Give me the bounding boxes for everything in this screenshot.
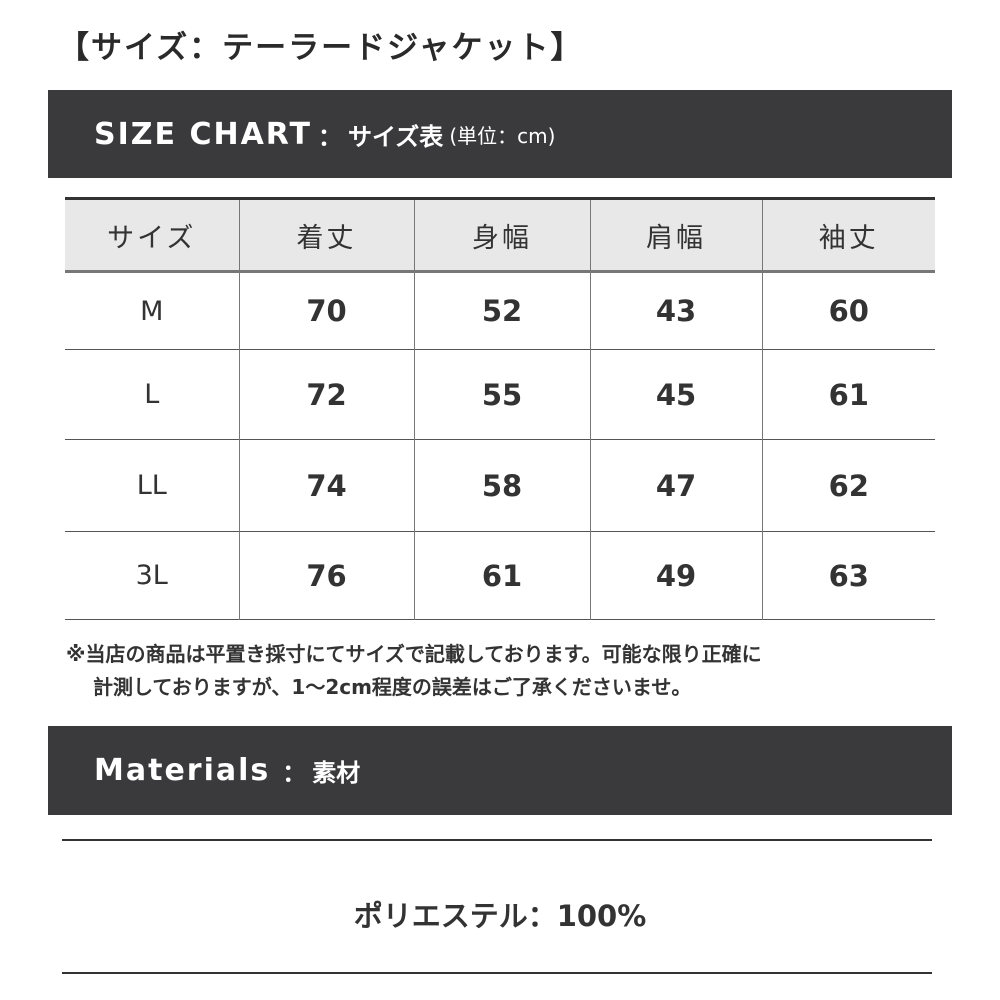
size-chart-banner: SIZE CHART ： サイズ表 (単位：cm) bbox=[48, 90, 952, 178]
table-cell: 63 bbox=[761, 531, 935, 620]
column-header: 袖丈 bbox=[761, 198, 935, 272]
table-cell: 45 bbox=[589, 349, 762, 440]
table-cell: 61 bbox=[761, 349, 935, 440]
table-cell: 55 bbox=[413, 349, 590, 440]
table-cell: 76 bbox=[238, 531, 414, 620]
material-composition: ポリエステル：100% bbox=[353, 899, 647, 933]
materials-banner: Materials ： 素材 bbox=[48, 726, 952, 815]
column-header: 肩幅 bbox=[589, 198, 762, 272]
size-chart-heading-jp: サイズ表 bbox=[348, 122, 444, 151]
table-cell: 60 bbox=[761, 271, 935, 350]
note-line: 計測しておりますが、1〜2cm程度の誤差はご了承くださいませ。 bbox=[93, 675, 692, 699]
unit-label: (単位：cm) bbox=[449, 123, 556, 148]
table-row: L 72 55 45 61 bbox=[65, 349, 935, 440]
heading-separator: ： bbox=[282, 759, 307, 787]
table-row: M 70 52 43 60 bbox=[65, 271, 935, 350]
column-header: サイズ bbox=[107, 222, 197, 254]
table-cell: 58 bbox=[413, 439, 590, 532]
page-title: 【サイズ：テーラードジャケット】 bbox=[58, 30, 584, 66]
column-header: 着丈 bbox=[238, 198, 414, 272]
table-cell: 43 bbox=[589, 271, 762, 350]
table-header-row: サイズ 着丈 身幅 肩幅 袖丈 bbox=[65, 198, 935, 272]
divider bbox=[62, 972, 932, 974]
table-cell: 52 bbox=[413, 271, 590, 350]
heading-separator: ： bbox=[318, 122, 343, 151]
table-cell: M bbox=[140, 295, 164, 327]
size-table: サイズ 着丈 身幅 肩幅 袖丈 M 70 52 43 60 L 72 55 45… bbox=[65, 197, 935, 620]
table-cell: 61 bbox=[413, 531, 590, 620]
table-cell: LL bbox=[136, 470, 167, 501]
table-cell: 3L bbox=[135, 560, 168, 591]
materials-heading: Materials bbox=[94, 753, 271, 788]
table-row: LL 74 58 47 62 bbox=[65, 439, 935, 532]
materials-heading-jp: 素材 bbox=[312, 759, 361, 787]
table-cell: 62 bbox=[761, 439, 935, 532]
table-cell: 70 bbox=[238, 271, 414, 350]
divider bbox=[62, 839, 932, 841]
column-header: 身幅 bbox=[413, 198, 590, 272]
table-cell: 49 bbox=[589, 531, 762, 620]
table-cell: 74 bbox=[238, 439, 414, 532]
table-row: 3L 76 61 49 63 bbox=[65, 531, 935, 620]
size-chart-heading: SIZE CHART bbox=[94, 116, 313, 152]
table-cell: 47 bbox=[589, 439, 762, 532]
note-line: ※当店の商品は平置き採寸にてサイズで記載しております。可能な限り正確に bbox=[66, 642, 762, 666]
table-cell: 72 bbox=[238, 349, 414, 440]
table-cell: L bbox=[144, 379, 160, 410]
measurement-note: ※当店の商品は平置き採寸にてサイズで記載しております。可能な限り正確に 計測して… bbox=[66, 638, 762, 704]
